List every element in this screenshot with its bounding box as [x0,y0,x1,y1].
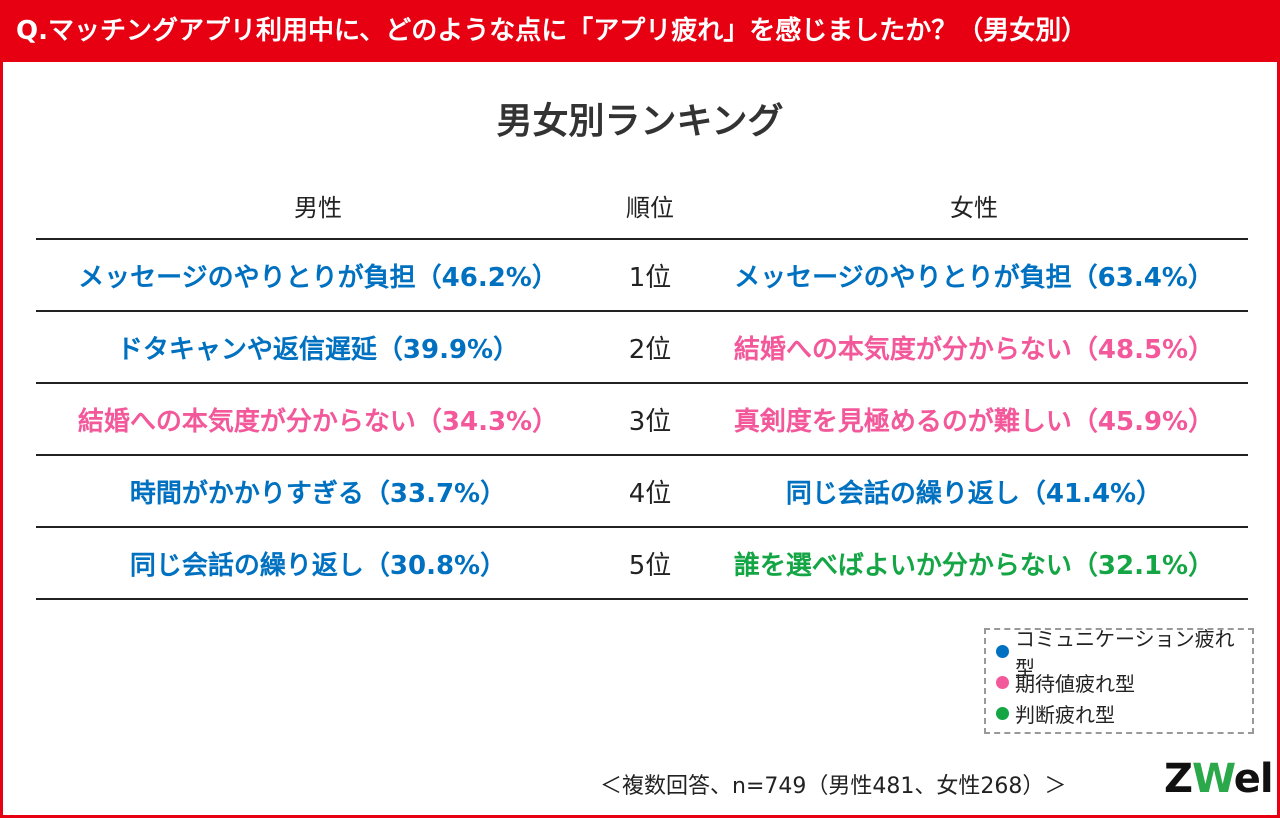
female-item: 真剣度を見極めるのが難しい（45.9%） [733,406,1215,437]
legend-item: 判断疲れ型 [996,698,1242,729]
male-item: 同じ会話の繰り返し（30.8%） [129,550,507,581]
logo-suffix: el [1233,756,1274,802]
question-header: Q.マッチングアプリ利用中に、どのような点に「アプリ疲れ」を感じましたか？（男女… [0,0,1280,62]
content-frame [0,62,1280,818]
male-item: 時間がかかりすぎる（33.7%） [129,478,507,509]
male-item: 結婚への本気度が分からない（34.3%） [77,406,559,437]
column-header-rank: 順位 [626,194,674,222]
legend-item: コミュニケーション疲れ型 [996,627,1242,680]
ranking-row: ドタキャンや返信遅延（39.9%） 2位 結婚への本気度が分からない（48.5%… [36,312,1248,384]
zwei-logo: ZWel [1164,756,1274,802]
female-item: メッセージのやりとりが負担（63.4%） [734,262,1214,293]
legend-label: 判断疲れ型 [1015,703,1115,727]
dot-icon [996,645,1009,658]
rank-label: 1位 [628,262,672,293]
rank-label: 3位 [628,406,672,437]
legend-item: 期待値疲れ型 [996,667,1242,698]
legend-label: 期待値疲れ型 [1015,672,1135,696]
ranking-row: 時間がかかりすぎる（33.7%） 4位 同じ会話の繰り返し（41.4%） [36,456,1248,528]
column-header-female: 女性 [950,194,998,222]
sample-footnote: ＜複数回答、n=749（男性481、女性268）＞ [600,774,1067,799]
logo-prefix: Z [1164,756,1193,802]
male-item: ドタキャンや返信遅延（39.9%） [116,334,520,365]
ranking-row: 結婚への本気度が分からない（34.3%） 3位 真剣度を見極めるのが難しい（45… [36,384,1248,456]
rank-label: 5位 [628,550,672,581]
dot-icon [996,707,1009,720]
ranking-row: メッセージのやりとりが負担（46.2%） 1位 メッセージのやりとりが負担（63… [36,240,1248,312]
male-item: メッセージのやりとりが負担（46.2%） [78,262,558,293]
female-item: 結婚への本気度が分からない（48.5%） [733,334,1215,365]
rank-label: 4位 [628,478,672,509]
ranking-title: 男女別ランキング [496,101,784,142]
female-item: 誰を選べばよいか分からない（32.1%） [733,550,1215,581]
dot-icon [996,676,1009,689]
ranking-table: メッセージのやりとりが負担（46.2%） 1位 メッセージのやりとりが負担（63… [36,238,1248,600]
legend: コミュニケーション疲れ型 期待値疲れ型 判断疲れ型 [984,627,1254,734]
ranking-row: 同じ会話の繰り返し（30.8%） 5位 誰を選べばよいか分からない（32.1%） [36,528,1248,600]
female-item: 同じ会話の繰り返し（41.4%） [785,478,1163,509]
legend-label: コミュニケーション疲れ型 [1015,626,1235,680]
column-header-male: 男性 [294,194,342,222]
logo-heart-mark: W [1192,756,1235,802]
rank-label: 2位 [628,334,672,365]
